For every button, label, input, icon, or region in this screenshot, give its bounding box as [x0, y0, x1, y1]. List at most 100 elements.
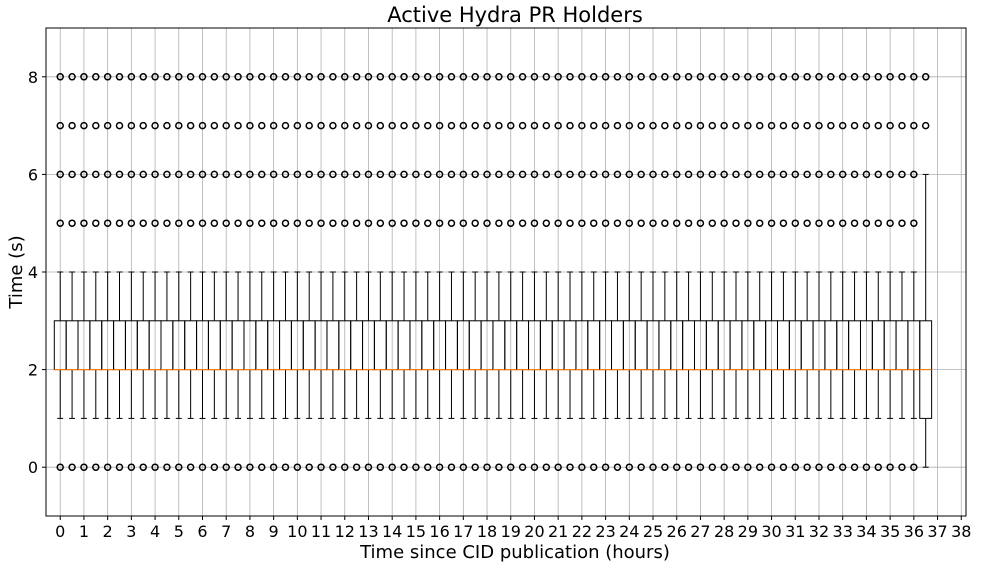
box-iqr [160, 320, 174, 371]
outlier-point [720, 121, 728, 130]
outlier-point [530, 170, 539, 179]
outlier-point [910, 170, 918, 179]
outlier-point [862, 219, 871, 227]
x-tick-label: 25 [643, 522, 663, 541]
box-plot-item [326, 73, 340, 471]
outlier-point [755, 73, 764, 81]
outlier-point [103, 170, 112, 179]
outlier-point [258, 219, 266, 227]
box-plot-item [290, 73, 304, 471]
outlier-point [483, 121, 491, 130]
box-plot-item [836, 73, 850, 471]
outlier-point [364, 219, 373, 227]
outlier-point [838, 219, 847, 227]
outlier-point [684, 219, 693, 227]
outlier-point [210, 219, 219, 227]
outlier-point [258, 463, 266, 471]
outlier-point [613, 170, 622, 179]
outlier-point [661, 170, 669, 179]
outlier-point [210, 463, 219, 471]
outlier-point [720, 219, 728, 227]
outlier-point [696, 170, 705, 179]
outlier-point [898, 463, 906, 471]
outlier-point [459, 463, 468, 471]
outlier-point [744, 170, 752, 179]
outlier-point [376, 463, 385, 471]
outlier-point [198, 73, 207, 81]
box-plot-item [883, 73, 897, 471]
outlier-point [566, 73, 574, 81]
outlier-point [850, 121, 859, 130]
outlier-point [115, 219, 124, 227]
box-plot-item [705, 73, 719, 471]
outlier-point [578, 463, 586, 471]
outlier-point [850, 170, 859, 179]
outlier-point [708, 463, 717, 471]
outlier-point [210, 73, 219, 81]
outlier-point [352, 170, 361, 179]
outlier-point [578, 121, 586, 130]
outlier-point [779, 463, 788, 471]
box-iqr [800, 320, 814, 371]
outlier-point [625, 219, 634, 227]
outlier-point [435, 170, 444, 179]
box-plot-item [741, 73, 755, 471]
box-iqr [184, 320, 198, 371]
outlier-point [222, 121, 230, 130]
outlier-point [163, 219, 171, 227]
outlier-point [874, 170, 883, 179]
box-iqr [421, 320, 435, 371]
outlier-point [803, 73, 811, 81]
outlier-point [198, 121, 207, 130]
outlier-point [388, 463, 396, 471]
outlier-point [56, 219, 64, 227]
box-plot-item [776, 73, 790, 471]
outlier-point [827, 121, 835, 130]
outlier-point [850, 463, 859, 471]
outlier-point [791, 121, 800, 130]
outlier-point [56, 463, 64, 471]
box-plot-item [373, 73, 387, 471]
box-plot-item [812, 73, 826, 471]
box-plot-item [136, 73, 150, 471]
outlier-point [755, 463, 764, 471]
box-plot-item [682, 73, 696, 471]
outlier-point [649, 463, 657, 471]
outlier-point [163, 73, 171, 81]
outlier-point [364, 170, 373, 179]
box-iqr [373, 320, 387, 371]
outlier-point [779, 170, 788, 179]
box-iqr [445, 320, 458, 371]
outlier-point [495, 73, 503, 81]
box-iqr [279, 320, 292, 371]
outlier-point [341, 170, 349, 179]
box-iqr [89, 320, 103, 371]
outlier-point [898, 73, 906, 81]
outlier-point [92, 170, 100, 179]
outlier-point [447, 73, 456, 81]
box-iqr [255, 320, 269, 371]
box-plot-item [397, 73, 411, 471]
outlier-point [293, 121, 302, 130]
outlier-point [601, 73, 610, 81]
outlier-point [684, 121, 693, 130]
box-plot-item [599, 73, 613, 471]
outlier-point [815, 73, 823, 81]
outlier-point [388, 219, 396, 227]
box-plot-item [848, 73, 861, 471]
outlier-point [601, 219, 610, 227]
outlier-point [886, 170, 894, 179]
outlier-point [744, 73, 752, 81]
outlier-point [246, 219, 254, 227]
outlier-point [720, 73, 728, 81]
x-axis-label: Time since CID publication (hours) [359, 542, 670, 563]
outlier-point [352, 463, 361, 471]
box-plot-item [219, 73, 233, 471]
outlier-point [163, 463, 171, 471]
x-tick-label: 28 [714, 522, 734, 541]
box-plot-item [385, 73, 399, 471]
outlier-point [293, 170, 302, 179]
outlier-point [68, 463, 76, 471]
outlier-point [115, 73, 124, 81]
outlier-point [341, 73, 349, 81]
